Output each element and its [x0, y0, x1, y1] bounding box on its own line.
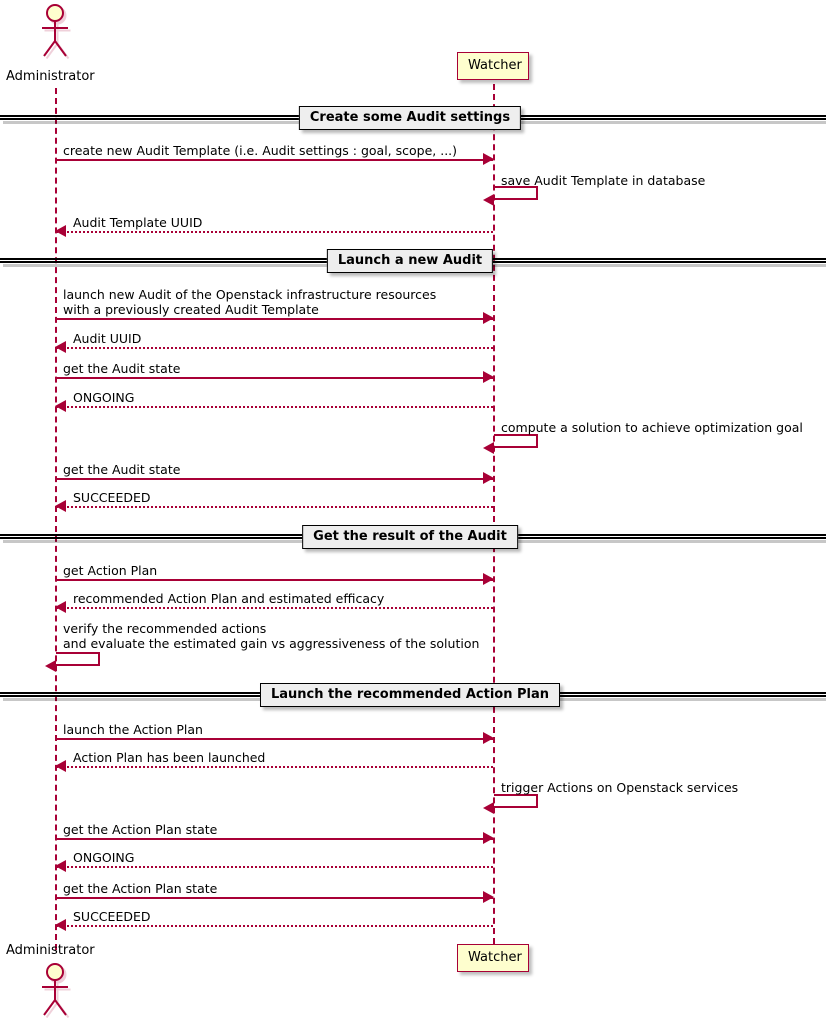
divider-label-launch-action-plan: Launch the recommended Action Plan	[259, 683, 561, 707]
msg-line	[56, 159, 493, 161]
msg-get-audit-state-1-label: get the Audit state	[63, 361, 181, 376]
msg-line	[56, 738, 493, 740]
msg-line	[56, 506, 493, 508]
msg-action-plan-launched-label: Action Plan has been launched	[73, 750, 266, 765]
msg-action-plan-succeeded-arrow	[55, 919, 493, 931]
msg-get-action-plan-state-2-label: get the Action Plan state	[63, 881, 218, 896]
arrowhead-left-icon	[483, 442, 494, 454]
msg-get-audit-state-1-arrow	[56, 371, 494, 383]
msg-audit-template-uuid-label: Audit Template UUID	[73, 215, 203, 230]
divider-get-result: Get the result of the Audit	[0, 525, 826, 551]
msg-line	[56, 478, 493, 480]
msg-save-audit-template-loop	[483, 186, 538, 206]
msg-line	[56, 838, 493, 840]
arrowhead-left-icon	[55, 860, 66, 872]
divider-label-launch-new-audit: Launch a new Audit	[326, 249, 494, 273]
arrowhead-right-icon	[483, 371, 494, 383]
msg-line	[56, 231, 493, 233]
arrowhead-right-icon	[483, 732, 494, 744]
lifeline-administrator	[55, 88, 57, 950]
msg-line	[56, 377, 493, 379]
msg-launch-new-audit-label: launch new Audit of the Openstack infras…	[63, 287, 437, 317]
msg-get-action-plan-arrow	[56, 573, 494, 585]
msg-compute-solution-label: compute a solution to achieve optimizati…	[501, 420, 803, 435]
msg-action-plan-launched-arrow	[55, 760, 493, 772]
msg-line	[56, 406, 493, 408]
arrowhead-left-icon	[55, 500, 66, 512]
msg-action-plan-ongoing-label: ONGOING	[73, 850, 135, 865]
arrowhead-left-icon	[483, 802, 494, 814]
arrowhead-left-icon	[55, 341, 66, 353]
msg-launch-action-plan-arrow	[56, 732, 494, 744]
msg-get-action-plan-label: get Action Plan	[63, 563, 158, 578]
lifeline-watcher	[493, 84, 495, 944]
msg-get-action-plan-state-1-arrow	[56, 832, 494, 844]
msg-audit-uuid-arrow	[55, 341, 493, 353]
msg-save-audit-template-label: save Audit Template in database	[501, 173, 706, 188]
msg-recommended-action-plan-arrow	[55, 601, 493, 613]
msg-line	[56, 347, 493, 349]
msg-trigger-actions-label: trigger Actions on Openstack services	[501, 780, 739, 795]
msg-create-audit-template-arrow	[56, 153, 494, 165]
participant-watcher-bottom[interactable]: Watcher	[457, 944, 529, 972]
msg-get-action-plan-state-1-label: get the Action Plan state	[63, 822, 218, 837]
arrowhead-left-icon	[55, 760, 66, 772]
msg-recommended-action-plan-label: recommended Action Plan and estimated ef…	[73, 591, 385, 606]
msg-audit-state-ongoing-label: ONGOING	[73, 390, 135, 405]
msg-audit-uuid-label: Audit UUID	[73, 331, 142, 346]
msg-audit-state-succeeded-arrow	[55, 500, 493, 512]
actor-administrator-bottom[interactable]	[33, 962, 77, 1018]
actor-administrator-top-label: Administrator	[6, 69, 95, 84]
msg-trigger-actions-loop	[483, 794, 538, 814]
msg-audit-template-uuid-arrow	[55, 225, 493, 237]
msg-create-audit-template-label: create new Audit Template (i.e. Audit se…	[63, 143, 458, 158]
msg-line	[56, 607, 493, 609]
msg-launch-action-plan-label: launch the Action Plan	[63, 722, 203, 737]
arrowhead-left-icon	[45, 660, 56, 672]
arrowhead-right-icon	[483, 832, 494, 844]
msg-launch-new-audit-arrow	[56, 312, 494, 324]
msg-line	[56, 318, 493, 320]
msg-line	[56, 925, 493, 927]
arrowhead-right-icon	[483, 472, 494, 484]
actor-administrator-top[interactable]	[33, 3, 77, 59]
msg-action-plan-succeeded-label: SUCCEEDED	[73, 909, 151, 924]
divider-label-create-audit-settings: Create some Audit settings	[298, 106, 522, 130]
arrowhead-right-icon	[483, 312, 494, 324]
msg-compute-solution-loop	[483, 434, 538, 454]
msg-verify-actions-loop	[45, 652, 100, 672]
arrowhead-left-icon	[483, 194, 494, 206]
divider-create-audit-settings: Create some Audit settings	[0, 106, 826, 132]
divider-launch-new-audit: Launch a new Audit	[0, 249, 826, 275]
divider-label-get-result: Get the result of the Audit	[302, 525, 518, 549]
msg-line	[56, 866, 493, 868]
arrowhead-right-icon	[483, 153, 494, 165]
arrowhead-left-icon	[55, 601, 66, 613]
msg-line	[56, 897, 493, 899]
msg-action-plan-ongoing-arrow	[55, 860, 493, 872]
actor-administrator-bottom-label: Administrator	[6, 943, 95, 958]
msg-audit-state-ongoing-arrow	[55, 400, 493, 412]
arrowhead-right-icon	[483, 891, 494, 903]
arrowhead-left-icon	[55, 919, 66, 931]
msg-verify-actions-label: verify the recommended actions and evalu…	[63, 621, 480, 651]
msg-line	[56, 579, 493, 581]
msg-get-audit-state-2-arrow	[56, 472, 494, 484]
arrowhead-left-icon	[55, 225, 66, 237]
arrowhead-right-icon	[483, 573, 494, 585]
msg-audit-state-succeeded-label: SUCCEEDED	[73, 490, 151, 505]
participant-watcher-top[interactable]: Watcher	[457, 52, 529, 80]
msg-get-action-plan-state-2-arrow	[56, 891, 494, 903]
divider-launch-action-plan: Launch the recommended Action Plan	[0, 683, 826, 709]
msg-get-audit-state-2-label: get the Audit state	[63, 462, 181, 477]
msg-line	[56, 766, 493, 768]
arrowhead-left-icon	[55, 400, 66, 412]
